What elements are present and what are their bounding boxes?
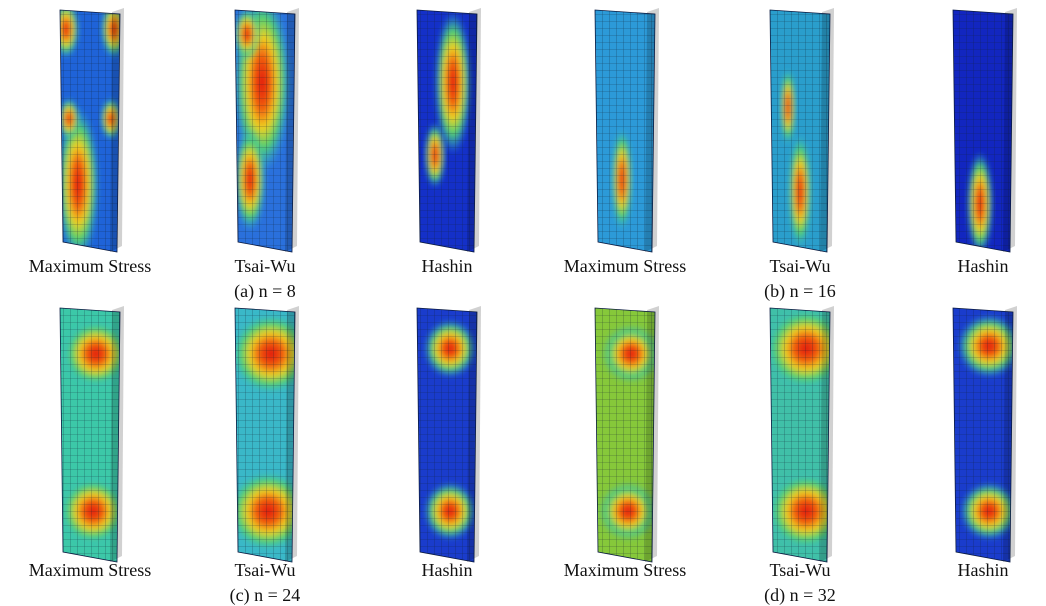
flange xyxy=(110,306,124,562)
body: Maximum Stress Tsai-Wu Hashin Maximum Stres… xyxy=(0,0,1046,606)
page: {"rows": [ {"items": ["Maximum Stress", … xyxy=(0,0,1046,606)
criterion-label: Maximum Stress xyxy=(564,560,687,580)
flange xyxy=(285,8,299,252)
criterion-label: Hashin xyxy=(958,560,1009,580)
criterion-label: Tsai-Wu xyxy=(235,256,296,276)
criterion-label: Tsai-Wu xyxy=(770,560,831,580)
flange xyxy=(467,8,481,252)
fem-plot xyxy=(764,307,847,562)
flange xyxy=(820,8,834,252)
flange xyxy=(645,8,659,252)
criterion-label: Hashin xyxy=(422,256,473,276)
flange xyxy=(285,306,299,562)
flange xyxy=(645,306,659,562)
caption: (a) n = 8 xyxy=(234,281,296,302)
figure: Maximum Stress Tsai-Wu Hashin Maximum Stres… xyxy=(0,0,1046,606)
criterion-label: Hashin xyxy=(958,256,1009,276)
caption: (c) n = 24 xyxy=(230,585,301,606)
criterion-label: Tsai-Wu xyxy=(770,256,831,276)
flange xyxy=(467,306,481,562)
criterion-label: Maximum Stress xyxy=(29,560,152,580)
flange xyxy=(820,306,834,562)
caption: (d) n = 32 xyxy=(764,585,836,606)
criterion-label: Tsai-Wu xyxy=(235,560,296,580)
criterion-label: Maximum Stress xyxy=(564,256,687,276)
flange xyxy=(110,8,124,252)
fem-plot xyxy=(226,308,312,562)
criterion-label: Hashin xyxy=(422,560,473,580)
flange xyxy=(1003,306,1017,562)
flange xyxy=(1003,8,1017,252)
caption: (b) n = 16 xyxy=(764,281,836,302)
criterion-label: Maximum Stress xyxy=(29,256,152,276)
